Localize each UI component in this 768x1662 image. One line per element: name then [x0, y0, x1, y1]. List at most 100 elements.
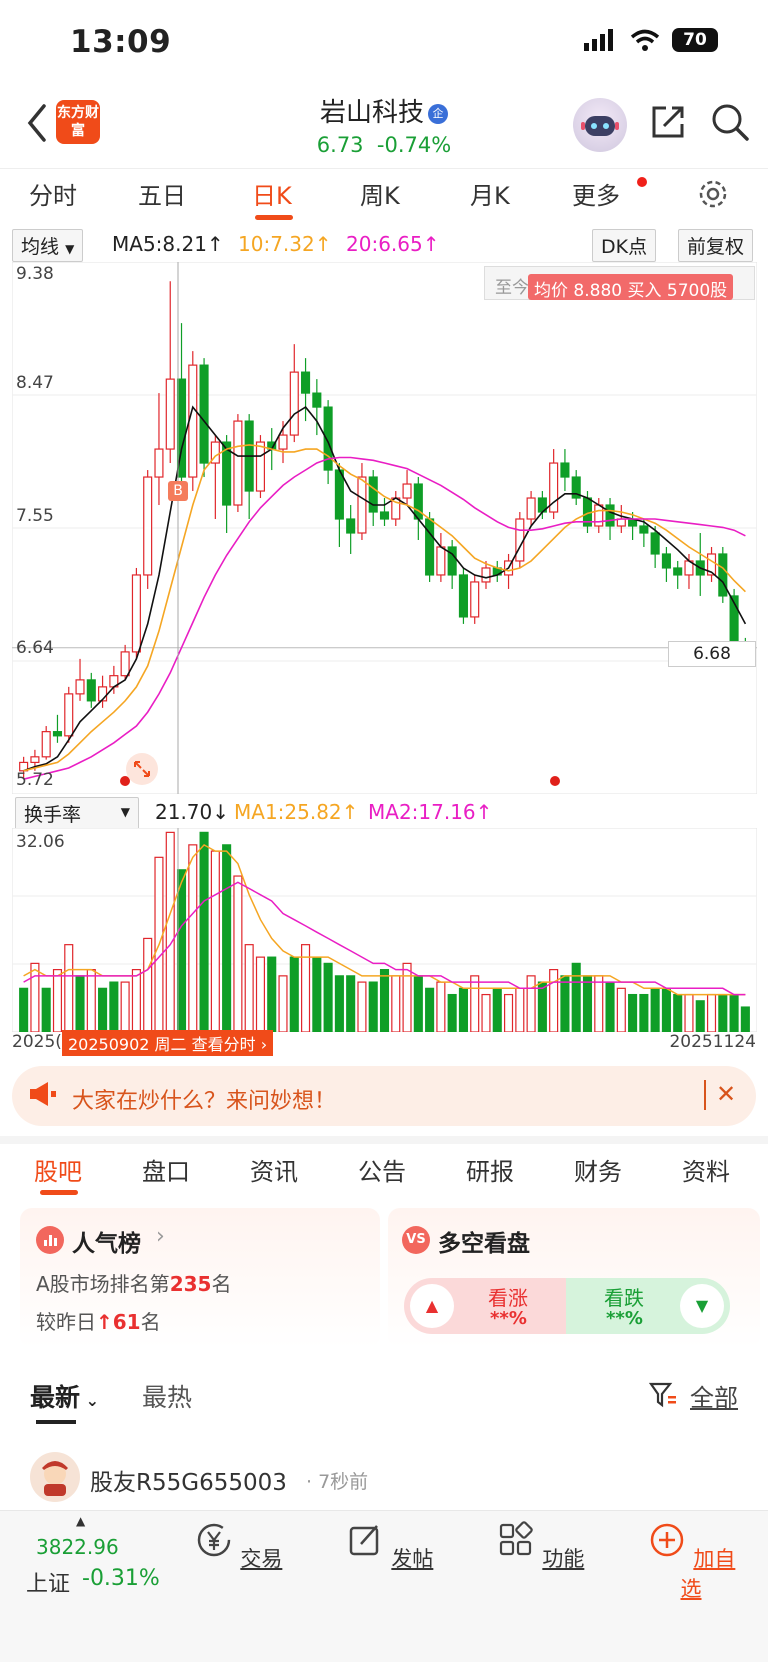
enterprise-badge-icon: 企: [428, 104, 448, 124]
tab-weekly-k[interactable]: 周K: [360, 182, 400, 210]
tab-pankou[interactable]: 盘口: [142, 1158, 190, 1186]
ma-selector-dropdown[interactable]: 均线 ▼: [12, 229, 84, 262]
nav-functions[interactable]: 功能: [490, 1520, 590, 1573]
index-value[interactable]: 3822.96: [36, 1535, 119, 1559]
triangle-up-icon: ▲: [76, 1514, 86, 1528]
candle-body: [188, 364, 198, 478]
turnover-bar: [740, 1006, 750, 1032]
tab-research[interactable]: 研报: [466, 1158, 514, 1186]
tab-more[interactable]: 更多: [572, 182, 620, 210]
banner-text: 大家在炒什么？来问妙想！: [72, 1089, 337, 1114]
nav-post[interactable]: 发帖: [339, 1520, 439, 1573]
sort-hot-button[interactable]: 最热: [142, 1383, 193, 1412]
candle-body: [718, 553, 728, 597]
event-dot[interactable]: [120, 776, 130, 786]
tab-intraday[interactable]: 分时: [29, 182, 77, 210]
turnover-bar: [684, 993, 694, 1032]
back-icon[interactable]: [22, 98, 52, 148]
ask-banner[interactable]: [12, 1066, 756, 1126]
close-icon[interactable]: ✕: [716, 1080, 737, 1108]
chevron-right-icon: ›: [156, 1224, 165, 1249]
candle-body: [481, 567, 491, 583]
candle-body: [301, 371, 311, 394]
turnover-bar: [199, 831, 209, 1032]
candle-body: [413, 483, 423, 520]
turnover-bar: [481, 993, 491, 1032]
rank-change: 较昨日↑61名: [36, 1306, 161, 1335]
filter-icon[interactable]: [648, 1380, 678, 1410]
candle-body: [154, 448, 164, 478]
tab-guba[interactable]: 股吧: [34, 1158, 82, 1186]
popularity-card[interactable]: [20, 1208, 380, 1348]
nav-functions-label: 功能: [542, 1547, 585, 1571]
tab-finance[interactable]: 财务: [574, 1158, 622, 1186]
active-tab-indicator: [255, 215, 293, 220]
price-change: -0.74%: [376, 133, 452, 157]
chevron-right-icon: ›: [260, 1035, 268, 1054]
candle-body: [458, 574, 468, 618]
turnover-bar: [729, 993, 739, 1032]
turnover-bar: [594, 975, 604, 1032]
candle-body: [131, 574, 141, 653]
nav-add-watchlist[interactable]: 加自选: [641, 1520, 741, 1603]
candle-body: [425, 518, 435, 576]
candle-body: [661, 553, 671, 569]
y-label-4: 6.64: [16, 638, 54, 658]
candle-body: [368, 476, 378, 513]
bearish-label: 看跌: [604, 1286, 644, 1310]
tab-profile[interactable]: 资料: [682, 1158, 730, 1186]
tab-announcements[interactable]: 公告: [358, 1158, 406, 1186]
candle-body: [64, 693, 74, 737]
assistant-robot-icon[interactable]: [573, 98, 627, 152]
index-name[interactable]: 上证: [26, 1572, 71, 1597]
event-dot[interactable]: [550, 776, 560, 786]
turnover-bar: [98, 987, 108, 1032]
app-logo: 东方财富: [56, 100, 100, 144]
turnover-bar: [515, 987, 525, 1032]
tab-five-day[interactable]: 五日: [138, 182, 186, 210]
banner-divider: [704, 1080, 706, 1110]
candle-body: [515, 518, 525, 562]
post-username[interactable]: 股友R55G655003: [90, 1470, 287, 1496]
turnover-bar: [706, 993, 717, 1032]
dk-point-button[interactable]: DK点: [592, 229, 657, 262]
settings-gear-icon[interactable]: [697, 178, 729, 210]
search-icon[interactable]: [710, 102, 750, 142]
candle-body: [436, 546, 446, 576]
turnover-bar: [673, 993, 683, 1032]
megaphone-icon: [30, 1082, 56, 1106]
ma20-value: 20:6.65↑: [346, 232, 440, 256]
filter-all-button[interactable]: 全部: [690, 1384, 738, 1412]
turnover-bar: [109, 981, 119, 1032]
nav-trade[interactable]: 交易: [188, 1520, 288, 1573]
turnover-bar: [503, 993, 514, 1032]
avatar[interactable]: [30, 1452, 80, 1502]
status-icons: 70: [584, 28, 718, 52]
ma-line-ma20: [23, 456, 746, 780]
buy-marker[interactable]: B: [168, 481, 188, 501]
dropdown-arrow-icon: ▼: [65, 242, 75, 256]
ma5-value: MA5:8.21↑: [112, 232, 224, 256]
tab-monthly-k[interactable]: 月K: [470, 182, 510, 210]
share-icon[interactable]: [648, 102, 688, 142]
candlestick-chart[interactable]: [12, 262, 757, 794]
volume-indicator-dropdown[interactable]: 换手率 ▼: [15, 797, 139, 830]
sort-latest-button[interactable]: 最新 ⌄: [30, 1378, 99, 1414]
index-change: -0.31%: [82, 1566, 160, 1591]
tab-news[interactable]: 资讯: [250, 1158, 298, 1186]
turnover-bar: [560, 975, 570, 1032]
turnover-bar: [413, 975, 423, 1032]
turnover-bar: [346, 975, 356, 1032]
bull-bear-title: 多空看盘: [438, 1231, 530, 1257]
bullish-label: 看涨: [488, 1286, 528, 1310]
rank-prefix: A股市场排名第: [36, 1272, 170, 1296]
adjust-button[interactable]: 前复权: [678, 229, 754, 262]
turnover-chart[interactable]: [12, 828, 757, 1032]
tab-daily-k[interactable]: 日K: [252, 182, 292, 210]
rank-suffix: 名: [211, 1272, 232, 1296]
turnover-bar: [188, 844, 198, 1032]
turnover-bar: [165, 831, 175, 1032]
expand-icon[interactable]: [125, 752, 159, 786]
cursor-date-link[interactable]: 20250902 周二 查看分时 ›: [62, 1030, 274, 1056]
candle-body: [346, 518, 356, 534]
